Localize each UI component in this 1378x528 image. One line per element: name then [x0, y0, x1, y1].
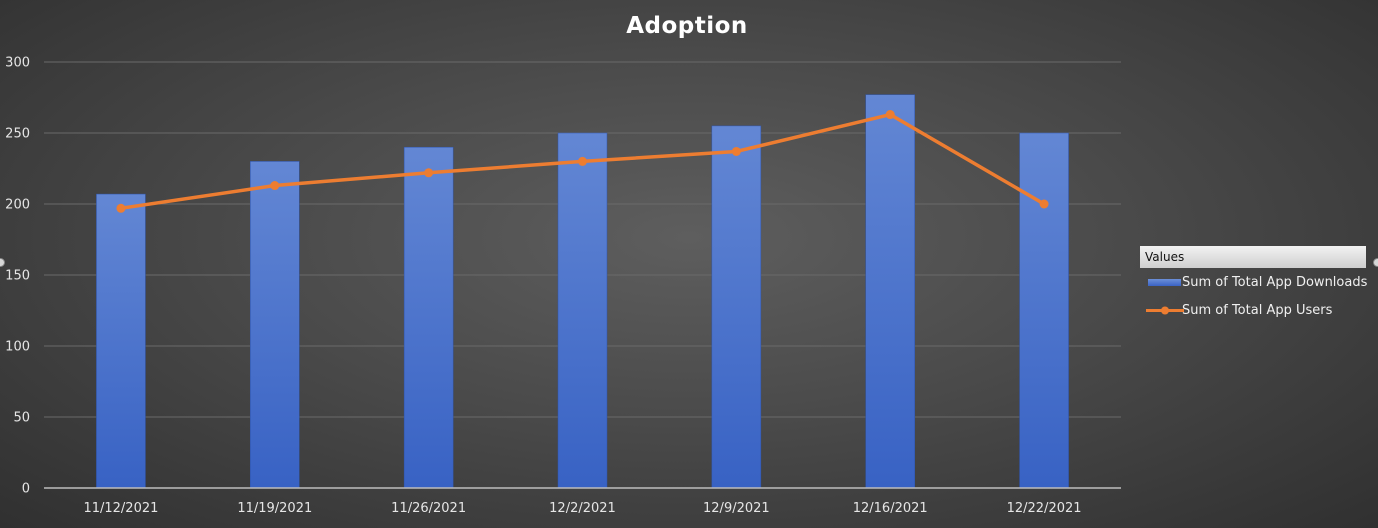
resize-handle-left[interactable] — [0, 258, 5, 267]
x-axis-ticks: 11/12/2021 11/19/2021 11/26/2021 12/2/2021 1… — [83, 501, 1081, 516]
y-tick-label: 300 — [5, 56, 30, 71]
bar[interactable] — [250, 161, 300, 489]
y-tick-label: 200 — [5, 198, 30, 213]
x-tick-label: 11/26/2021 — [391, 501, 466, 516]
legend-item-users[interactable]: Sum of Total App Users — [1140, 297, 1366, 324]
y-tick-label: 0 — [22, 482, 30, 497]
line-point[interactable] — [578, 156, 587, 166]
x-tick-label: 12/2/2021 — [549, 501, 616, 516]
bar-series — [96, 94, 1069, 489]
bar[interactable] — [1019, 132, 1069, 489]
chart-title: Adoption — [626, 13, 748, 39]
resize-handle-right[interactable] — [1373, 258, 1378, 267]
legend[interactable]: Values Sum of Total App Downloads Sum of… — [1140, 246, 1368, 324]
x-tick-label: 12/22/2021 — [1007, 501, 1082, 516]
x-tick-label: 11/12/2021 — [83, 501, 158, 516]
y-tick-label: 150 — [5, 269, 30, 284]
line-point[interactable] — [1039, 199, 1049, 209]
legend-label-users: Sum of Total App Users — [1182, 303, 1333, 318]
line-point[interactable] — [885, 110, 895, 120]
legend-label-downloads: Sum of Total App Downloads — [1182, 275, 1368, 290]
bar[interactable] — [96, 193, 146, 489]
line-point[interactable] — [270, 181, 280, 191]
line-point[interactable] — [116, 203, 126, 213]
bar[interactable] — [865, 94, 915, 489]
y-axis-ticks: 0 50 100 150 200 250 300 — [5, 56, 30, 497]
legend-item-downloads[interactable]: Sum of Total App Downloads — [1140, 269, 1368, 296]
y-tick-label: 100 — [5, 340, 30, 355]
y-tick-label: 50 — [13, 411, 30, 426]
x-tick-label: 12/16/2021 — [853, 501, 928, 516]
y-tick-label: 250 — [5, 127, 30, 142]
bar-swatch-icon — [1148, 279, 1181, 286]
bar[interactable] — [557, 132, 608, 489]
line-point[interactable] — [424, 168, 434, 178]
line-point[interactable] — [731, 146, 741, 156]
line-series — [116, 110, 1049, 213]
x-tick-label: 11/19/2021 — [237, 501, 312, 516]
bar[interactable] — [403, 146, 454, 489]
bar[interactable] — [711, 125, 762, 489]
legend-title: Values — [1140, 246, 1366, 268]
line-swatch-icon — [1146, 306, 1184, 315]
x-tick-label: 12/9/2021 — [703, 501, 770, 516]
